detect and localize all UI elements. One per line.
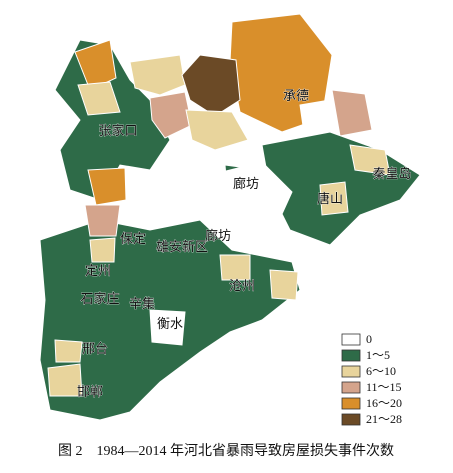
- city-label: 廊坊: [205, 228, 231, 243]
- caption: 图 2 1984—2014 年河北省暴雨导致房屋损失事件次数: [58, 443, 394, 459]
- city-label: 廊坊: [233, 176, 259, 191]
- city-label: 承德: [283, 88, 309, 103]
- region: [269, 269, 299, 301]
- city-label: 辛集: [129, 296, 155, 311]
- legend-label: 0: [366, 332, 372, 346]
- map: [39, 13, 421, 421]
- region: [149, 309, 186, 346]
- city-label: 石家庄: [80, 291, 119, 306]
- region: [47, 363, 83, 397]
- region: [349, 144, 391, 176]
- legend-swatch: [341, 365, 361, 378]
- region: [87, 167, 127, 206]
- city-label: 邯郸: [77, 384, 103, 399]
- city-label: 雄安新区: [156, 239, 208, 254]
- region: [54, 339, 83, 363]
- region: [74, 39, 117, 91]
- region: [129, 54, 186, 96]
- legend-label: 1～5: [366, 348, 390, 362]
- region: [84, 204, 121, 237]
- city-label: 定州: [85, 263, 111, 278]
- region: [219, 254, 251, 281]
- legend-label: 16～20: [366, 396, 402, 410]
- legend-swatch: [341, 333, 361, 346]
- legend-swatch: [341, 413, 361, 426]
- region: [89, 237, 116, 263]
- region: [189, 161, 293, 237]
- legend-label: 21～28: [366, 412, 402, 426]
- city-label: 唐山: [317, 191, 343, 206]
- legend-swatch: [341, 381, 361, 394]
- city-label: 秦皇岛: [372, 166, 411, 181]
- city-label: 邢台: [82, 341, 108, 356]
- region: [185, 109, 249, 151]
- legend-label: 11～15: [366, 380, 402, 394]
- legend: 0 1～5 6～10 11～15 16～20 21～28: [341, 332, 402, 426]
- region: [319, 181, 349, 216]
- region: [181, 54, 241, 117]
- region: [77, 81, 121, 116]
- city-label: 衡水: [157, 316, 183, 331]
- region: [149, 91, 193, 139]
- legend-label: 6～10: [366, 364, 396, 378]
- region: [331, 89, 373, 137]
- legend-swatch: [341, 349, 361, 362]
- legend-swatch: [341, 397, 361, 410]
- city-label: 沧州: [229, 278, 255, 293]
- city-label: 张家口: [98, 123, 137, 138]
- city-label: 保定: [120, 231, 146, 246]
